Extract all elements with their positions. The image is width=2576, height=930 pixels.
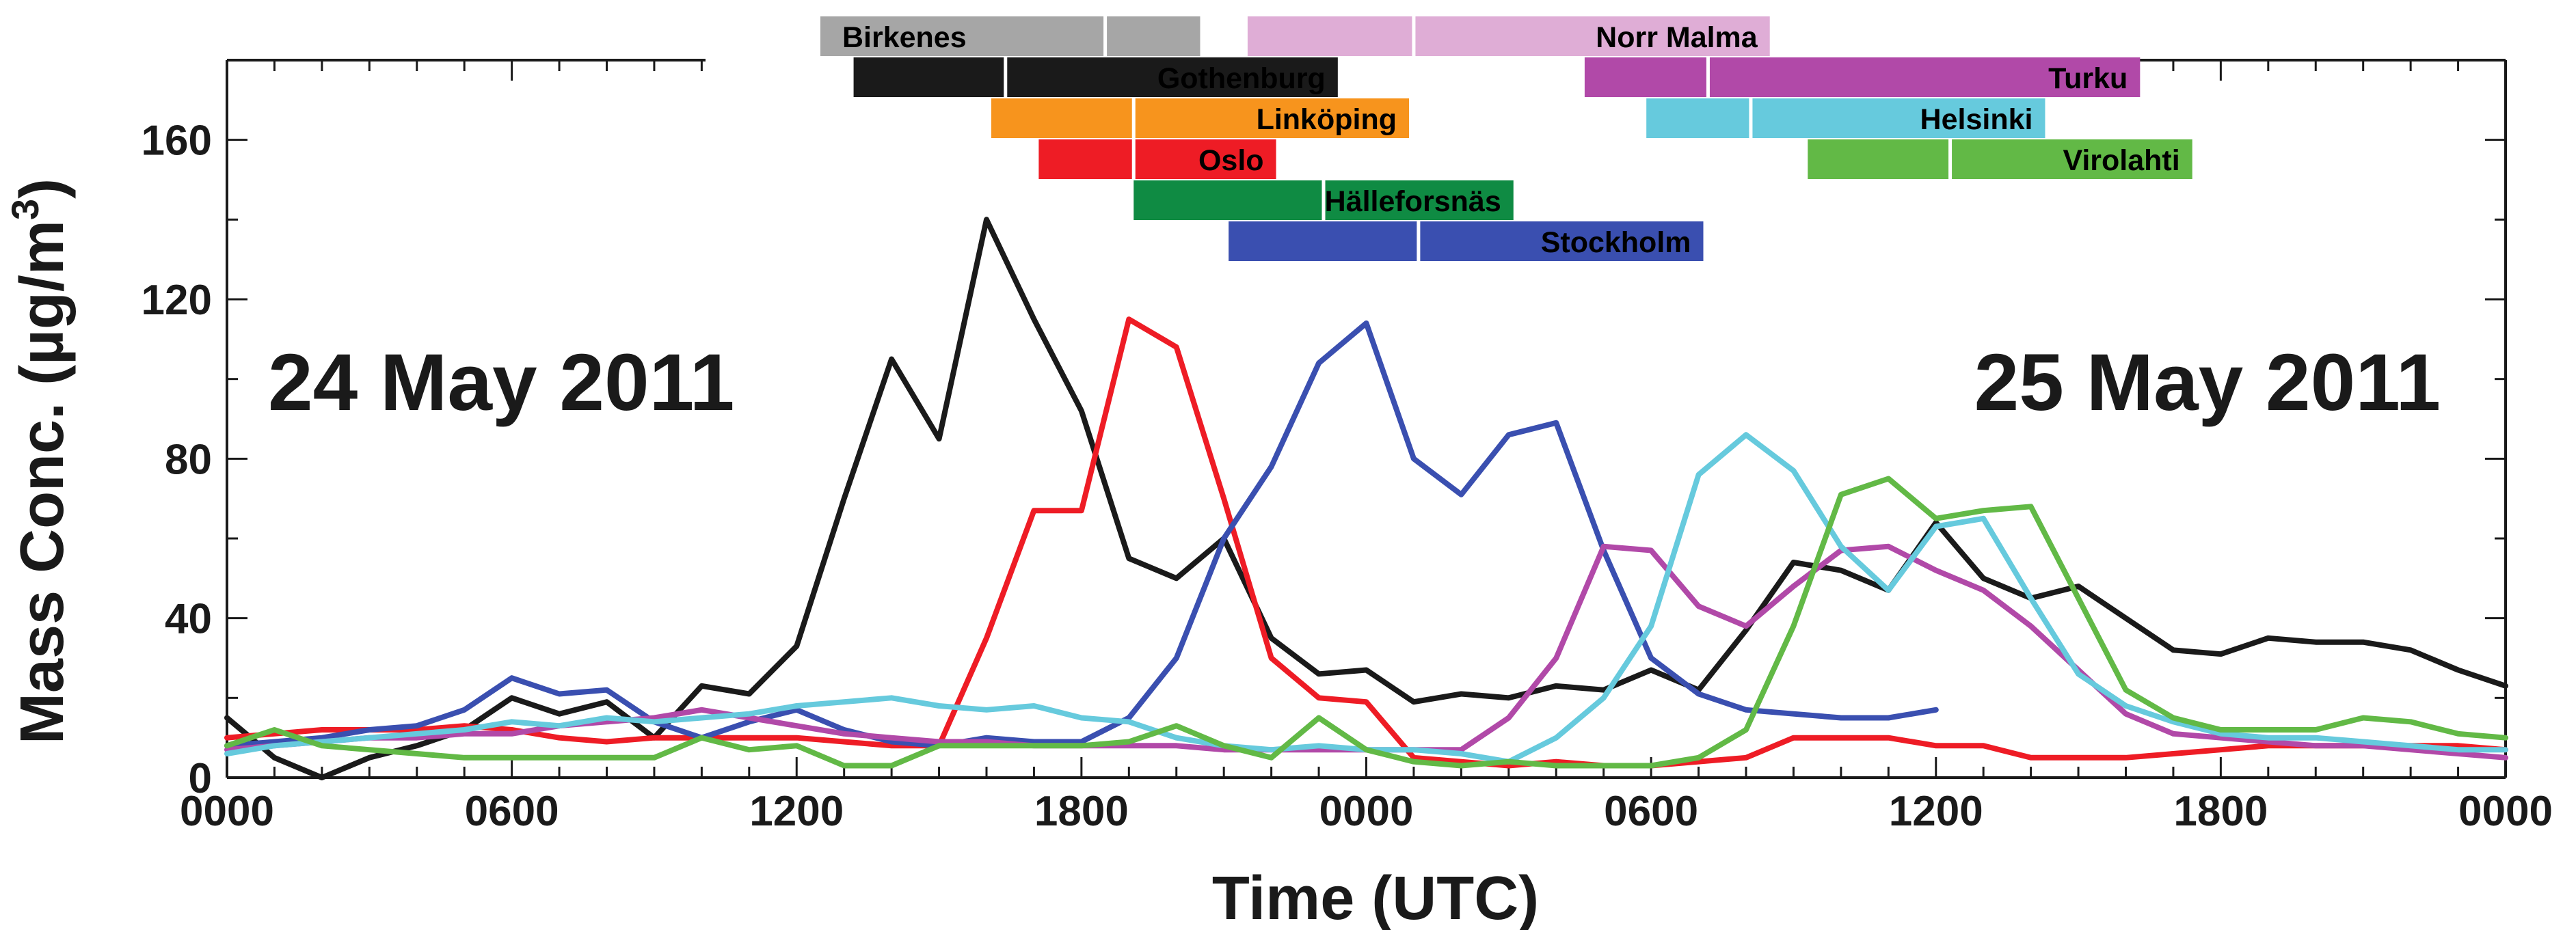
x-tick-label: 1200 [749, 788, 844, 835]
y-axis-title-main: Mass Conc. (µg/m [8, 220, 77, 744]
y-axis-title-close: ) [8, 178, 77, 199]
residence-bar-label: Gothenburg [1157, 62, 1326, 95]
residence-bars: Birkenes Norr Malma Gothenburg Turku Linköpi… [820, 16, 2192, 261]
residence-bar-helsinki [1646, 98, 2045, 138]
series-line-virolahti [224, 476, 2508, 769]
residence-bar-birkenes [820, 16, 1200, 56]
residence-bar-label: Turku [2048, 62, 2128, 95]
x-tick-label: 0000 [180, 788, 274, 835]
x-tick-label: 0600 [465, 788, 559, 835]
y-tick-label: 40 [165, 596, 212, 643]
residence-bar-label: Oslo [1198, 144, 1264, 177]
y-tick-label: 120 [142, 277, 212, 324]
residence-bar-oslo [1038, 139, 1276, 179]
x-tick-label: 0600 [1604, 788, 1698, 835]
series-lines [224, 217, 2508, 780]
axes-frame [226, 59, 2507, 779]
x-tick-label: 0000 [1319, 788, 1414, 835]
x-tick-label: 0000 [2458, 788, 2553, 835]
residence-bar-label: Linköping [1257, 103, 1397, 136]
series-line-oslo [224, 316, 2508, 769]
residence-bar-virolahti [1808, 139, 2192, 179]
date-annotation-24-may: 24 May 2011 [268, 338, 734, 428]
residence-bar-label: Birkenes [842, 21, 967, 54]
residence-bar-label: Hälleforsnäs [1325, 185, 1501, 218]
y-tick-label: 160 [142, 118, 212, 165]
y-axis-title: Mass Conc. (µg/m3) [3, 178, 77, 744]
residence-bar-turku [1584, 57, 2141, 97]
tick-labels: 0000 0600 1200 1800 0000 0600 1200 1800 00000408… [142, 118, 2553, 835]
y-axis-title-superscript: 3 [3, 199, 46, 220]
residence-bar-label: Helsinki [1920, 103, 2033, 136]
y-tick-label: 0 [189, 755, 212, 802]
residence-bar-label: Norr Malma [1596, 21, 1758, 54]
residence-bar-gothenburg [853, 57, 1338, 97]
y-tick-label: 80 [165, 436, 212, 483]
x-tick-label: 1200 [1889, 788, 1983, 835]
x-tick-label: 1800 [2173, 788, 2268, 835]
residence-bar-linkoping [991, 98, 1409, 138]
residence-bar-label: Virolahti [2063, 144, 2179, 177]
residence-bar-norrmalma [1247, 16, 1770, 56]
date-annotation-25-may: 25 May 2011 [1974, 338, 2441, 428]
series-line-gothenburg [224, 217, 2508, 780]
x-axis-title: Time (UTC) [1212, 864, 1539, 930]
series-line-stockholm [224, 320, 1939, 749]
x-tick-label: 1800 [1034, 788, 1129, 835]
residence-bar-label: Stockholm [1541, 226, 1691, 259]
residence-bar-stockholm [1229, 221, 1704, 261]
